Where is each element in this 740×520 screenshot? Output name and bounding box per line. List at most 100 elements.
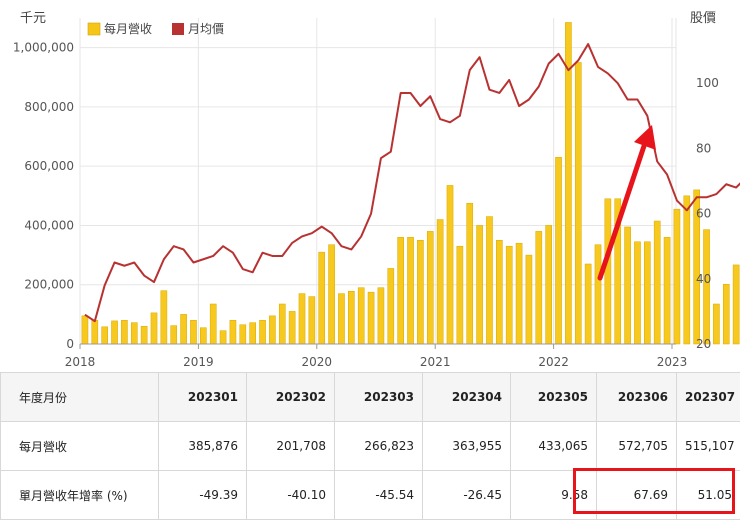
revenue-bar[interactable] <box>358 288 364 344</box>
revenue-bar[interactable] <box>733 265 739 344</box>
revenue-bar[interactable] <box>131 323 137 344</box>
revenue-bar[interactable] <box>644 242 650 344</box>
revenue-bar[interactable] <box>516 243 522 344</box>
revenue-bar[interactable] <box>477 225 483 344</box>
cell-period-202304: 202304 <box>423 373 511 422</box>
revenue-bar[interactable] <box>486 217 492 344</box>
revenue-bar[interactable] <box>220 331 226 344</box>
legend-label-revenue[interactable]: 每月營收 <box>104 21 152 36</box>
revenue-bar[interactable] <box>546 225 552 344</box>
revenue-bar[interactable] <box>625 227 631 344</box>
revenue-bar[interactable] <box>171 326 177 344</box>
revenue-bar[interactable] <box>437 220 443 344</box>
legend-label-price[interactable]: 月均價 <box>188 22 224 36</box>
cell-period-202305: 202305 <box>511 373 597 422</box>
revenue-bar[interactable] <box>259 320 265 344</box>
cell-period-202307: 202307 <box>677 373 740 422</box>
revenue-bar[interactable] <box>634 242 640 344</box>
revenue-bar[interactable] <box>398 237 404 344</box>
y-left-tick-label: 200,000 <box>24 278 74 292</box>
cell-yoy-202304: -26.45 <box>423 471 511 520</box>
revenue-bar[interactable] <box>210 304 216 344</box>
row-label-period: 年度月份 <box>1 373 159 422</box>
table-row-period: 年度月份 202301 202302 202303 202304 202305 … <box>1 373 740 422</box>
revenue-bar[interactable] <box>348 291 354 344</box>
legend-swatch-price <box>172 23 184 35</box>
revenue-bar[interactable] <box>506 246 512 344</box>
revenue-bar[interactable] <box>289 311 295 344</box>
y-right-tick-label: 80 <box>696 141 711 155</box>
cell-revenue-202304: 363,955 <box>423 422 511 471</box>
revenue-bar[interactable] <box>536 231 542 344</box>
revenue-bar[interactable] <box>299 294 305 344</box>
revenue-bar[interactable] <box>605 199 611 344</box>
cell-revenue-202306: 572,705 <box>597 422 677 471</box>
x-tick-label: 2022 <box>538 355 569 369</box>
revenue-bar[interactable] <box>141 326 147 344</box>
revenue-bar[interactable] <box>575 62 581 344</box>
revenue-bar[interactable] <box>200 328 206 344</box>
revenue-bar[interactable] <box>526 255 532 344</box>
revenue-bar[interactable] <box>190 320 196 344</box>
cell-yoy-202301: -49.39 <box>159 471 247 520</box>
revenue-bar[interactable] <box>467 203 473 344</box>
cell-period-202301: 202301 <box>159 373 247 422</box>
revenue-bar[interactable] <box>309 297 315 344</box>
revenue-bar[interactable] <box>407 237 413 344</box>
x-tick-label: 2019 <box>183 355 214 369</box>
revenue-bar[interactable] <box>82 316 88 344</box>
revenue-bar[interactable] <box>338 294 344 344</box>
x-tick-label: 2020 <box>302 355 333 369</box>
revenue-bar[interactable] <box>555 157 561 344</box>
revenue-bar[interactable] <box>585 264 591 344</box>
revenue-bar[interactable] <box>92 320 98 344</box>
cell-revenue-202302: 201,708 <box>247 422 335 471</box>
revenue-bar[interactable] <box>368 292 374 344</box>
revenue-bar[interactable] <box>102 327 108 344</box>
cell-revenue-202305: 433,065 <box>511 422 597 471</box>
y-left-tick-label: 400,000 <box>24 218 74 232</box>
x-tick-label: 2023 <box>657 355 688 369</box>
revenue-bar[interactable] <box>713 304 719 344</box>
revenue-bar[interactable] <box>674 209 680 344</box>
legend-swatch-revenue <box>88 23 100 35</box>
revenue-bar[interactable] <box>319 252 325 344</box>
revenue-bar[interactable] <box>723 284 729 344</box>
cell-revenue-202301: 385,876 <box>159 422 247 471</box>
revenue-table: 年度月份 202301 202302 202303 202304 202305 … <box>0 372 740 520</box>
revenue-bar[interactable] <box>161 291 167 344</box>
revenue-bar[interactable] <box>457 246 463 344</box>
cell-yoy-202302: -40.10 <box>247 471 335 520</box>
revenue-bar[interactable] <box>447 185 453 344</box>
revenue-bar[interactable] <box>654 221 660 344</box>
revenue-bar[interactable] <box>230 320 236 344</box>
revenue-bar[interactable] <box>121 320 127 344</box>
revenue-bar[interactable] <box>378 288 384 344</box>
revenue-price-chart: 1,000,000800,000600,000400,000200,000010… <box>0 0 740 372</box>
revenue-bar[interactable] <box>111 321 117 344</box>
left-axis-unit: 千元 <box>20 11 46 26</box>
y-right-tick-label: 20 <box>696 337 711 351</box>
revenue-bar[interactable] <box>417 240 423 344</box>
revenue-bar[interactable] <box>269 316 275 344</box>
row-label-revenue: 每月營收 <box>1 422 159 471</box>
y-right-tick-label: 100 <box>696 76 719 90</box>
revenue-bar[interactable] <box>496 240 502 344</box>
revenue-bar[interactable] <box>151 313 157 344</box>
table-row-revenue: 每月營收 385,876 201,708 266,823 363,955 433… <box>1 422 740 471</box>
cell-period-202306: 202306 <box>597 373 677 422</box>
revenue-bar[interactable] <box>595 245 601 344</box>
y-left-tick-label: 1,000,000 <box>13 41 74 55</box>
revenue-bar[interactable] <box>703 230 709 344</box>
revenue-bar[interactable] <box>684 196 690 344</box>
revenue-bar[interactable] <box>388 268 394 344</box>
revenue-bar[interactable] <box>664 237 670 344</box>
revenue-bar[interactable] <box>427 231 433 344</box>
revenue-bar[interactable] <box>329 245 335 344</box>
revenue-bar[interactable] <box>279 304 285 344</box>
revenue-bar[interactable] <box>250 323 256 344</box>
revenue-bar[interactable] <box>240 325 246 344</box>
x-tick-label: 2018 <box>65 355 96 369</box>
cell-yoy-202305: 9.58 <box>511 471 597 520</box>
revenue-bar[interactable] <box>181 314 187 344</box>
